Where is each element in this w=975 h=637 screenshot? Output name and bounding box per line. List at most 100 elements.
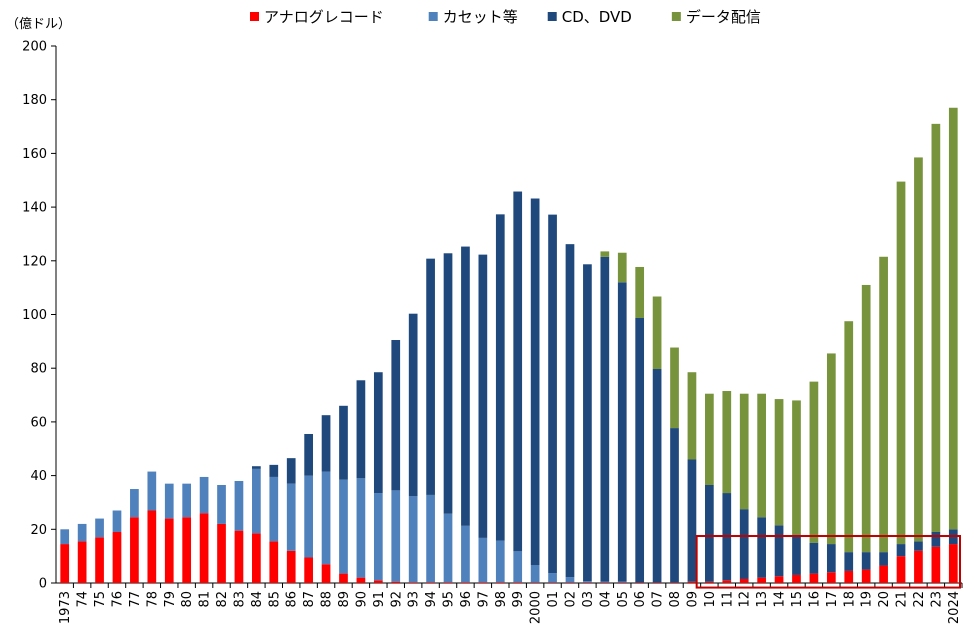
bar-segment: [914, 541, 923, 551]
x-tick-label: 95: [442, 591, 457, 608]
bar-segment: [583, 264, 592, 582]
bar-segment: [269, 541, 279, 583]
bar-segment: [583, 581, 592, 583]
bar-segment: [95, 537, 104, 583]
bar-segment: [304, 475, 313, 558]
x-tick-label: 11: [720, 591, 735, 608]
bar-segment: [792, 574, 801, 583]
legend-swatch: [250, 12, 259, 21]
bar-segment: [600, 582, 610, 583]
x-tick-label: 85: [267, 591, 282, 608]
bar-segment: [495, 540, 505, 583]
bars: [60, 107, 958, 583]
bar-segment: [861, 552, 871, 570]
bar-segment: [147, 510, 157, 583]
bar-segment: [269, 476, 279, 542]
bar-segment: [617, 581, 627, 583]
y-axis-unit-label: （億ドル）: [6, 16, 71, 32]
bar-segment: [478, 537, 488, 583]
bar-segment: [478, 254, 488, 538]
bar-segment: [234, 480, 244, 531]
x-tick-label: 97: [476, 591, 491, 608]
bar-segment: [373, 580, 383, 583]
x-tick-label: 22: [912, 591, 927, 608]
bar-segment: [461, 246, 470, 526]
bar-segment: [826, 544, 836, 573]
bar-segment: [896, 181, 906, 545]
x-tick-label: 10: [703, 591, 718, 608]
x-tick-label: 20: [877, 591, 892, 608]
x-tick-label: 79: [163, 591, 178, 608]
bar-segment: [600, 581, 610, 583]
bar-segment: [826, 353, 836, 545]
bar-segment: [774, 399, 784, 526]
legend-label: データ配信: [686, 8, 761, 26]
bar-segment: [879, 256, 888, 553]
bar-segment: [321, 471, 331, 565]
bar-segment: [95, 518, 104, 538]
bar-segment: [548, 214, 557, 574]
bar-segment: [670, 582, 679, 583]
y-tick-label: 140: [22, 201, 47, 216]
bar-segment: [896, 556, 906, 583]
bar-segment: [844, 552, 854, 571]
bar-segment: [844, 570, 854, 583]
bar-segment: [844, 321, 854, 553]
legend-label: CD、DVD: [562, 8, 632, 26]
x-tick-label: 23: [929, 591, 944, 608]
bar-segment: [792, 534, 801, 575]
x-tick-label: 02: [563, 591, 578, 608]
x-tick-label: 07: [651, 591, 666, 608]
bar-segment: [217, 484, 226, 524]
x-tick-label: 84: [250, 591, 265, 608]
x-tick-label: 83: [232, 591, 247, 608]
bar-segment: [809, 542, 819, 574]
bar-segment: [705, 581, 714, 583]
bar-segment: [948, 544, 958, 583]
legend-item: データ配信: [671, 8, 761, 26]
x-tick-label: 82: [215, 591, 230, 608]
y-tick-label: 20: [30, 523, 47, 538]
y-tick-label: 60: [30, 415, 47, 430]
bar-segment: [792, 400, 801, 535]
bar-segment: [635, 582, 645, 583]
bar-segment: [879, 565, 888, 583]
bar-segment: [705, 393, 714, 485]
bar-segment: [164, 518, 174, 583]
x-tick-label: 17: [825, 591, 840, 608]
bar-segment: [687, 459, 697, 582]
bar-segment: [861, 284, 871, 553]
x-tick-label: 15: [790, 591, 805, 608]
y-tick-label: 160: [22, 147, 47, 162]
bar-segment: [443, 253, 453, 514]
x-tick-label: 90: [354, 591, 369, 608]
bar-segment: [60, 529, 70, 545]
y-tick-label: 200: [22, 40, 47, 55]
bar-segment: [739, 393, 749, 510]
bar-segment: [652, 582, 662, 583]
x-tick-label: 14: [773, 591, 788, 608]
x-tick-label: 12: [738, 591, 753, 608]
bar-segment: [513, 582, 523, 583]
bar-segment: [495, 582, 505, 583]
bar-segment: [931, 123, 941, 532]
y-tick-label: 80: [30, 362, 47, 377]
bar-segment: [130, 489, 139, 518]
bar-segment: [617, 582, 627, 583]
bar-segment: [182, 517, 192, 583]
bar-segment: [339, 405, 348, 480]
y-tick-label: 120: [22, 254, 47, 269]
bar-segment: [252, 466, 261, 469]
bar-segment: [321, 415, 331, 472]
bar-segment: [722, 580, 732, 583]
bar-segment: [252, 533, 261, 583]
bar-segment: [670, 347, 679, 429]
x-tick-label: 75: [93, 591, 108, 608]
bar-segment: [530, 198, 540, 566]
bar-segment: [530, 565, 540, 583]
bar-segment: [408, 582, 418, 583]
x-tick-label: 91: [372, 591, 387, 608]
x-tick-label: 03: [581, 591, 596, 608]
